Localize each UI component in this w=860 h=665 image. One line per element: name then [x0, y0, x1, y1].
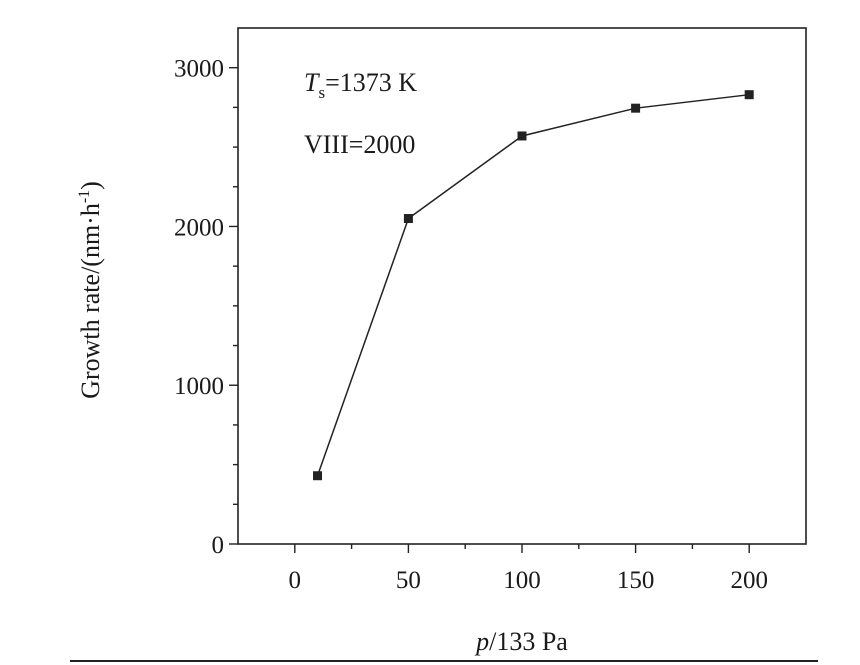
x-axis-title: p/133 Pa [474, 627, 568, 656]
y-tick-label: 2000 [174, 214, 224, 241]
data-point [631, 103, 641, 113]
data-point [517, 131, 527, 141]
plot-frame [237, 27, 807, 545]
x-tick-label: 150 [617, 567, 655, 594]
x-tick-label: 100 [503, 567, 541, 594]
y-axis-ticks: 0 1000 2000 3000 [174, 56, 238, 559]
y-tick-label: 3000 [174, 56, 224, 83]
data-series [313, 90, 754, 481]
x-tick-label: 200 [730, 567, 768, 594]
annotation-temperature: Ts=1373 K [304, 68, 417, 102]
annotation-viii: VIII=2000 [304, 130, 415, 159]
y-tick-label: 0 [212, 532, 225, 559]
y-tick-label: 1000 [174, 373, 224, 400]
x-tick-label: 0 [289, 567, 302, 594]
data-point [744, 90, 754, 100]
data-point [403, 214, 413, 224]
data-point [313, 471, 323, 481]
x-axis-ticks: 0 50 100 150 200 [289, 544, 768, 594]
x-tick-label: 50 [396, 567, 421, 594]
y-axis-title: Growth rate/(nm·h-1) [76, 181, 105, 399]
